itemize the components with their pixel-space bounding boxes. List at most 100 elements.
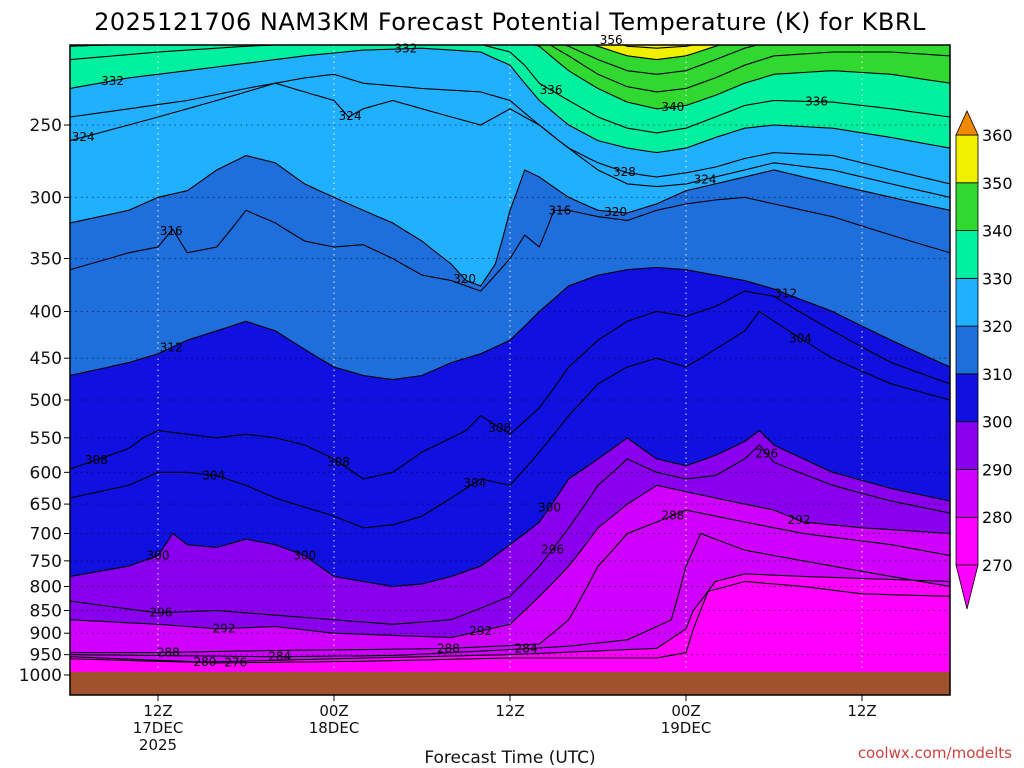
colorbar-segment-300	[955, 373, 979, 423]
contour-line-288	[70, 509, 950, 654]
fill-band-332	[70, 45, 950, 153]
y-tick-label-400: 400	[30, 302, 62, 322]
fill-band-316	[70, 155, 950, 292]
contour-label-288: 288	[157, 645, 180, 659]
y-tick-label-800: 800	[30, 577, 62, 597]
y-tick-label-350: 350	[30, 249, 62, 269]
contour-label-336: 336	[540, 83, 563, 97]
colorbar-segment-310	[955, 325, 979, 375]
contour-label-316: 316	[160, 224, 183, 238]
y-axis: 2503003504004505005506006507007508008509…	[19, 116, 70, 686]
contour-label-296: 296	[755, 447, 778, 461]
contour-line-320	[70, 154, 950, 287]
colorbar-label-320: 320	[982, 317, 1013, 336]
fill-band-320	[70, 83, 950, 286]
fill-band-324	[70, 74, 950, 198]
fill-band-308	[70, 267, 950, 479]
contour-label-312: 312	[160, 341, 183, 355]
colorbar-label-290: 290	[982, 460, 1013, 479]
contour-lines	[70, 45, 950, 664]
y-tick-label-900: 900	[30, 624, 62, 644]
fill-band-280	[70, 533, 950, 663]
contour-label-280: 280	[193, 655, 216, 669]
fill-band-352	[594, 45, 721, 60]
contour-label-292: 292	[469, 624, 492, 638]
y-tick-label-700: 700	[30, 524, 62, 544]
colorbar-segment-320	[955, 277, 979, 327]
contour-label-308: 308	[85, 453, 108, 467]
colorbar-segment-280	[955, 469, 979, 518]
y-tick-label-300: 300	[30, 188, 62, 208]
contour-line-292	[70, 484, 950, 639]
contour-label-304: 304	[202, 468, 225, 482]
colorbar-label-340: 340	[982, 222, 1013, 241]
y-tick-label-850: 850	[30, 602, 62, 622]
contour-line-336	[70, 45, 950, 134]
y-tick-label-750: 750	[30, 552, 62, 572]
contour-label-320: 320	[604, 205, 627, 219]
fill-band-356	[624, 45, 693, 49]
y-tick-label-250: 250	[30, 116, 62, 136]
contour-label-284: 284	[268, 650, 291, 664]
credit-link[interactable]: coolwx.com/modelts	[858, 744, 1012, 762]
colorbar-label-360: 360	[982, 126, 1013, 145]
contour-label-324: 324	[339, 109, 362, 123]
fill-band-304	[70, 291, 950, 528]
contour-line-280	[70, 573, 950, 663]
contour-label-284: 284	[515, 642, 538, 656]
colorbar-high-arrow	[955, 110, 979, 136]
contour-line-284	[70, 532, 950, 658]
contour-label-300: 300	[147, 549, 170, 563]
contour-labels: 276 280 284 284 288 288 288 292 292 292 296 296 296 3…	[72, 33, 828, 670]
contour-label-332: 332	[394, 42, 417, 56]
colorbar: 270 280 290 300 310 320 330 340 350 360	[955, 110, 1013, 610]
colorbar-label-310: 310	[982, 365, 1013, 384]
contour-label-300: 300	[538, 500, 561, 514]
contour-label-316: 316	[548, 203, 571, 217]
contour-label-308: 308	[488, 421, 511, 435]
contour-line-324	[70, 82, 950, 198]
contour-label-308: 308	[327, 455, 350, 469]
contour-label-300: 300	[293, 549, 316, 563]
fill-band-300	[70, 311, 950, 587]
y-tick-label-450: 450	[30, 349, 62, 369]
colorbar-segment-340	[955, 182, 979, 231]
colorbar-label-270: 270	[982, 556, 1013, 575]
x-tick-label-54-1: 12Z	[847, 702, 876, 720]
contour-line-296	[70, 444, 950, 625]
fill-band-288	[70, 485, 950, 653]
fill-band-328	[70, 48, 950, 184]
ground-surface	[70, 672, 950, 695]
contour-label-336: 336	[805, 95, 828, 109]
contour-line-276	[70, 580, 950, 664]
contour-line-328	[70, 73, 950, 185]
contour-label-292: 292	[787, 513, 810, 527]
contour-label-324: 324	[72, 130, 95, 144]
x-tick-label-18-2: 18DEC	[309, 719, 360, 737]
y-tick-label-500: 500	[30, 391, 62, 411]
contour-line-340	[70, 45, 950, 110]
contour-line-344	[549, 45, 950, 93]
contour-line-312	[70, 266, 950, 381]
fill-band-296	[70, 430, 950, 625]
contour-line-304	[70, 310, 950, 529]
fill-band-344	[550, 45, 950, 92]
contour-label-356: 356	[600, 33, 623, 47]
x-tick-label-42-2: 19DEC	[661, 719, 712, 737]
y-tick-label-550: 550	[30, 429, 62, 449]
y-tick-label-600: 600	[30, 463, 62, 483]
contour-label-288: 288	[661, 509, 684, 523]
colorbar-segment-350	[955, 134, 979, 184]
fill-band-below-276	[70, 581, 950, 695]
x-tick-label-6-1: 12Z	[143, 702, 172, 720]
colorbar-label-300: 300	[982, 413, 1013, 432]
contour-label-328: 328	[613, 165, 636, 179]
chart-title: 2025121706 NAM3KM Forecast Potential Tem…	[94, 8, 926, 36]
x-tick-label-6-2: 17DEC	[133, 719, 184, 737]
contour-line-308	[70, 290, 950, 480]
y-tick-label-1000: 1000	[19, 666, 62, 686]
fill-band-292	[70, 444, 950, 638]
colorbar-label-350: 350	[982, 174, 1013, 193]
